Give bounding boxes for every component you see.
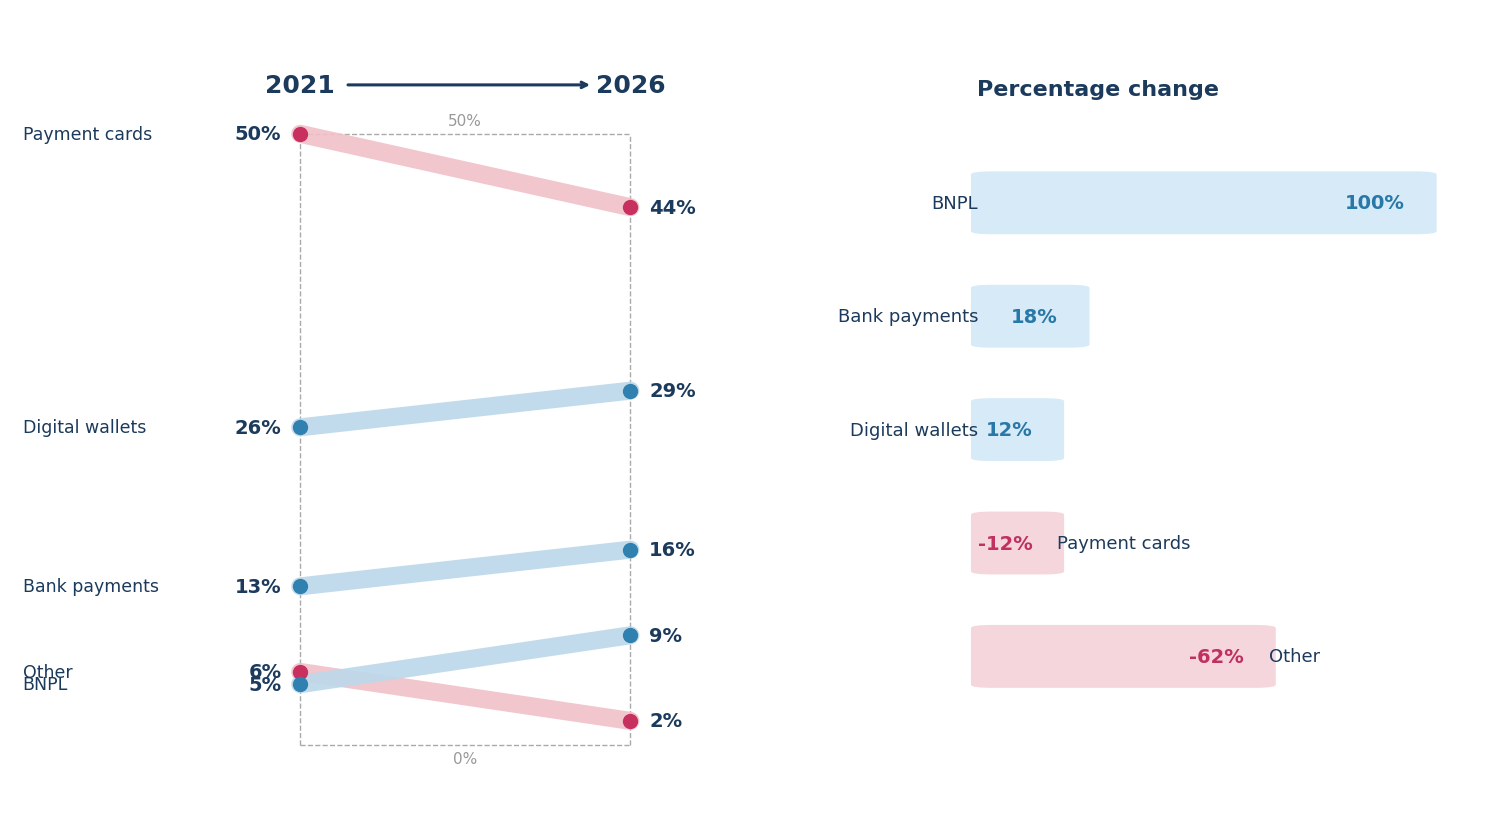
FancyBboxPatch shape [971,512,1064,575]
Text: 2%: 2% [648,712,683,731]
Text: -12%: -12% [977,534,1033,553]
Text: -62%: -62% [1189,647,1244,666]
Text: 2021: 2021 [266,74,335,97]
Text: 2026: 2026 [596,74,665,97]
Text: 26%: 26% [234,419,282,437]
Text: Bank payments: Bank payments [838,308,979,326]
FancyBboxPatch shape [971,172,1436,235]
Text: 9%: 9% [648,626,681,645]
Text: Bank payments: Bank payments [23,577,159,595]
Text: Payment cards: Payment cards [23,125,152,143]
FancyBboxPatch shape [971,286,1090,348]
Text: 100%: 100% [1345,194,1405,213]
Text: BNPL: BNPL [932,195,979,213]
Text: Other: Other [1268,648,1319,666]
Text: 6%: 6% [248,663,282,681]
Text: BNPL: BNPL [23,676,68,694]
Text: Digital wallets: Digital wallets [850,421,979,439]
FancyBboxPatch shape [971,625,1276,688]
Text: 12%: 12% [986,421,1033,440]
Text: Other: Other [23,663,72,681]
Text: 50%: 50% [236,125,282,144]
Text: 50%: 50% [449,114,482,129]
FancyBboxPatch shape [971,399,1064,461]
Text: Percentage change: Percentage change [977,80,1219,100]
Text: 44%: 44% [648,198,696,217]
Text: 18%: 18% [1012,307,1058,326]
Text: 29%: 29% [648,382,696,400]
Text: Digital wallets: Digital wallets [23,419,146,437]
Text: 13%: 13% [234,577,282,596]
Text: 16%: 16% [648,541,696,559]
Text: 5%: 5% [248,675,282,694]
Text: Payment cards: Payment cards [1057,534,1190,552]
Text: 0%: 0% [453,752,477,767]
